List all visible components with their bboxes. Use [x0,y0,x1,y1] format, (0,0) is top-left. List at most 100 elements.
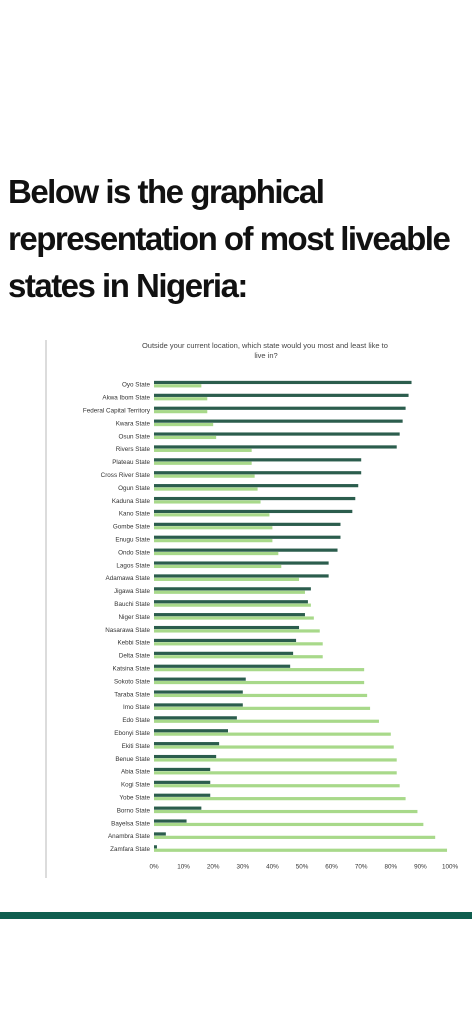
bar-least [154,693,368,698]
bar-least [154,422,214,427]
bottom-band [0,912,472,919]
category-label: Rivers State [116,446,151,453]
category-label: Oyo State [122,382,150,389]
bar-most [154,742,220,746]
bar-most [154,587,311,591]
category-label: Imo State [123,704,150,711]
bar-least [154,835,436,839]
x-tick-label: 0% [149,863,159,870]
bar-most [154,574,329,578]
bar-most [154,445,397,449]
category-label: Plateau State [112,459,150,466]
x-tick-label: 10% [177,863,190,870]
bar-least [154,771,397,775]
category-label: Akwa Ibom State [102,395,150,402]
x-tick-label: 20% [207,863,220,870]
headline-line-2: representation of most liveable [8,220,451,257]
x-tick-label: 50% [296,863,309,870]
bar-most [154,561,329,565]
bar-least [154,758,397,762]
bar-most [154,522,341,526]
x-tick-label: 100% [442,863,459,870]
bar-least [154,513,270,517]
bar-most [154,677,246,681]
bar-least [154,797,406,801]
category-label: Abia State [121,769,151,776]
bar-least [154,384,202,388]
bar-least [154,551,279,556]
category-label: Osun State [118,433,150,440]
bar-most [154,613,305,617]
category-label: Kwara State [116,420,151,427]
chart-card: Outside your current location, which sta… [0,330,472,890]
bar-least [154,719,379,723]
bar-least [154,526,273,530]
bar-most [154,729,228,733]
category-label: Ekiti State [122,743,151,750]
x-tick-label: 90% [414,863,427,870]
bar-least [154,642,323,646]
bar-most [154,651,294,655]
category-label: Bauchi State [114,601,150,608]
bar-least [154,539,273,543]
bar-least [154,616,314,620]
bar-most [154,832,166,836]
category-label: Yobe State [119,794,150,801]
bar-most [154,754,217,759]
headline-line-1: Below is the graphical [8,173,325,210]
bar-least [154,784,400,788]
bar-most [154,703,243,707]
bar-least [154,410,208,414]
bar-least [154,448,252,452]
x-tick-label: 80% [384,863,397,870]
liveable-states-chart: Outside your current location, which sta… [45,340,458,878]
category-label: Enugu State [115,536,150,543]
category-label: Zamfara State [110,846,150,853]
category-label: Benue State [115,756,150,763]
bar-least [154,706,371,710]
bar-most [154,793,211,797]
bar-least [154,809,418,814]
category-labels: Oyo State Akwa Ibom State Federal Capital … [83,382,151,853]
category-label: Delta State [119,653,151,660]
category-label: Gombe State [113,524,151,531]
headline-line-3: states in Nigeria: [8,267,248,304]
category-label: Federal Capital Territory [83,407,151,414]
category-label: Nasarawa State [105,627,150,634]
bar-least [154,732,391,736]
x-tick-label: 30% [236,863,249,870]
bar-least [154,577,300,581]
bar-least [154,564,282,569]
bar-least [154,655,323,659]
x-tick-label: 60% [325,863,338,870]
x-tick-label: 40% [266,863,279,870]
bar-most [154,625,300,630]
x-tick-labels: 0% 10% 20% 30% 40% 50% 60% 70% 80% 90% 100% [149,863,458,870]
bar-most [154,600,308,604]
category-label: Cross River State [101,472,151,479]
bar-most [154,432,400,436]
bar-most [154,496,356,501]
bar-most [154,664,291,668]
category-label: Bayelsa State [111,820,150,827]
bar-least [154,487,258,491]
bar-least [154,603,311,607]
bar-most [154,419,403,423]
category-label: Ondo State [118,549,150,556]
bar-most [154,806,202,810]
bar-least [154,590,305,594]
category-label: Taraba State [114,691,150,698]
bar-most [154,484,359,488]
bar-least [154,680,365,685]
bars-group [154,380,448,852]
category-label: Kogi State [121,782,151,789]
bar-least [154,629,320,633]
bar-most [154,638,297,643]
category-label: Jigawa State [114,588,151,595]
category-label: Ebonyi State [114,730,150,737]
bar-least [154,474,255,478]
bar-most [154,393,409,397]
headline: Below is the graphical representation of… [8,168,464,309]
category-label: Lagos State [116,562,150,569]
category-label: Adamawa State [106,575,151,582]
